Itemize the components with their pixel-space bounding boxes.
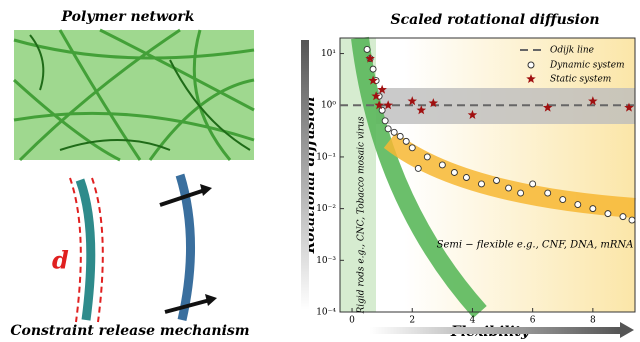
point bbox=[629, 217, 635, 223]
point bbox=[560, 197, 566, 203]
polymer-network bbox=[14, 30, 254, 160]
x-tick-label: 6 bbox=[530, 316, 536, 326]
point bbox=[364, 46, 370, 52]
legend-swatch bbox=[528, 62, 534, 68]
x-tick-label: 8 bbox=[590, 316, 596, 326]
legend-label: Dynamic system bbox=[549, 61, 625, 71]
point bbox=[478, 181, 484, 187]
y-tick-label: 10⁰ bbox=[321, 101, 336, 111]
point bbox=[385, 126, 391, 132]
point bbox=[506, 185, 512, 191]
point bbox=[397, 133, 403, 139]
point bbox=[451, 169, 457, 175]
point bbox=[575, 202, 581, 208]
legend-label: Odijk line bbox=[550, 46, 594, 56]
point bbox=[382, 118, 388, 124]
point bbox=[409, 145, 415, 151]
point bbox=[494, 178, 500, 184]
annotation: Semi − flexible e.g., CNF, DNA, mRNA bbox=[437, 240, 634, 251]
point bbox=[463, 175, 469, 181]
y-tick-label: 10⁻² bbox=[316, 204, 336, 214]
x-tick-label: 0 bbox=[349, 316, 355, 326]
point bbox=[403, 138, 409, 144]
annotation: Rigid rods e.g., CNC, Tobacco mosaic vir… bbox=[357, 116, 367, 314]
panel-title: Polymer network bbox=[61, 9, 195, 25]
point bbox=[370, 66, 376, 72]
point bbox=[424, 154, 430, 160]
x-tick-label: 4 bbox=[470, 316, 476, 326]
y-tick-label: 10⁻³ bbox=[316, 256, 336, 266]
y-tick-label: 10⁻¹ bbox=[316, 152, 336, 162]
point bbox=[545, 190, 551, 196]
legend-label: Static system bbox=[550, 75, 611, 85]
point bbox=[439, 162, 445, 168]
point bbox=[379, 107, 385, 113]
figure: Polymer network d Constraint release mec… bbox=[0, 0, 640, 342]
label-d: d bbox=[52, 246, 69, 275]
y-tick-label: 10¹ bbox=[321, 49, 336, 59]
point bbox=[605, 211, 611, 217]
point bbox=[415, 165, 421, 171]
point bbox=[518, 190, 524, 196]
point bbox=[391, 129, 397, 135]
point bbox=[590, 206, 596, 212]
chart-title: Scaled rotational diffusion bbox=[391, 12, 600, 28]
panel-title: Constraint release mechanism bbox=[10, 323, 249, 339]
point bbox=[530, 181, 536, 187]
x-tick-label: 2 bbox=[409, 316, 415, 326]
point bbox=[620, 214, 626, 220]
y-tick-label: 10⁻⁴ bbox=[316, 308, 336, 318]
